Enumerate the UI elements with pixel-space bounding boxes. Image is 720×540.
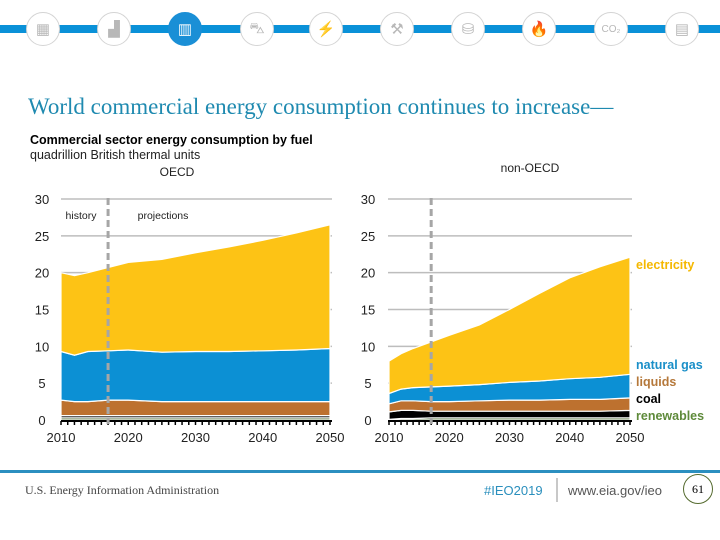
oecd-y-tick-label: 15 — [35, 303, 49, 318]
transportation-car-icon[interactable]: ⛍ — [240, 12, 274, 46]
oecd-x-tick-label: 2040 — [248, 430, 277, 445]
non-oecd-x-tick-label: 2020 — [435, 430, 464, 445]
non-oecd-y-tick-label: 20 — [361, 266, 375, 281]
oecd-area-liquids — [60, 399, 331, 417]
legend-electricity: electricity — [636, 258, 694, 272]
footer-separator — [556, 478, 558, 502]
commercial-building-icon[interactable]: ▥ — [168, 12, 202, 46]
non-oecd-area-electricity — [388, 256, 631, 395]
oecd-area-natural-gas — [60, 347, 331, 403]
electricity-bolt-icon[interactable]: ⚡ — [309, 12, 343, 46]
non-oecd-x-tick-label: 2050 — [616, 430, 645, 445]
oecd-y-tick-label: 25 — [35, 229, 49, 244]
documents-icon[interactable]: ▤ — [665, 12, 699, 46]
non-oecd-y-tick-label: 0 — [364, 413, 371, 428]
footer-agency: U.S. Energy Information Administration — [25, 483, 220, 497]
footer-hashtag[interactable]: #IEO2019 — [484, 483, 543, 498]
oecd-x-tick-label: 2010 — [47, 430, 76, 445]
oecd-y-tick-label: 30 — [35, 192, 49, 207]
oecd-x-tick-label: 2050 — [316, 430, 345, 445]
coal-pick-icon[interactable]: ⚒ — [380, 12, 414, 46]
non-oecd-x-tick-label: 2010 — [375, 430, 404, 445]
oecd-x-tick-label: 2030 — [181, 430, 210, 445]
non-oecd-y-tick-label: 5 — [364, 376, 371, 391]
all-sectors-icon[interactable]: ▦ — [26, 12, 60, 46]
non-oecd-y-tick-label: 30 — [361, 192, 375, 207]
slide-title: World commercial energy consumption cont… — [28, 94, 614, 119]
oecd-panel-title: OECD — [160, 165, 195, 179]
legend-natural-gas: natural gas — [636, 358, 703, 372]
oecd-y-tick-label: 5 — [38, 376, 45, 391]
legend-coal: coal — [636, 392, 661, 406]
footer-url-link[interactable]: www.eia.gov/ieo — [568, 483, 662, 498]
natural-gas-flame-icon[interactable]: 🔥 — [522, 12, 556, 46]
non-oecd-x-tick-label: 2040 — [555, 430, 584, 445]
oil-barrel-icon[interactable]: ⛁ — [451, 12, 485, 46]
non-oecd-panel-title: non-OECD — [501, 161, 560, 175]
oecd-y-tick-label: 0 — [38, 413, 45, 428]
oecd-area-electricity — [60, 224, 331, 356]
oecd-x-tick-label: 2020 — [114, 430, 143, 445]
industrial-icon[interactable]: ▟ — [97, 12, 131, 46]
non-oecd-y-tick-label: 10 — [361, 339, 375, 354]
non-oecd-y-tick-label: 25 — [361, 229, 375, 244]
legend-renewables: renewables — [636, 409, 704, 423]
oecd-y-tick-label: 10 — [35, 339, 49, 354]
chart-subtitle: Commercial sector energy consumption by … — [30, 133, 313, 147]
oecd-y-tick-label: 20 — [35, 266, 49, 281]
footer-divider — [0, 470, 720, 473]
non-oecd-y-tick-label: 15 — [361, 303, 375, 318]
page-number: 61 — [683, 474, 713, 504]
projections-label: projections — [138, 210, 189, 222]
co2-cloud-icon[interactable]: CO₂ — [594, 12, 628, 46]
section-navbar: ▦ ▟ ▥ ⛍ ⚡ ⚒ ⛁ 🔥 CO₂ ▤ — [0, 0, 720, 60]
chart-units: quadrillion British thermal units — [30, 148, 201, 162]
legend-liquids: liquids — [636, 375, 676, 389]
non-oecd-x-tick-label: 2030 — [495, 430, 524, 445]
navbar-line — [0, 25, 720, 33]
history-label: history — [66, 210, 98, 222]
